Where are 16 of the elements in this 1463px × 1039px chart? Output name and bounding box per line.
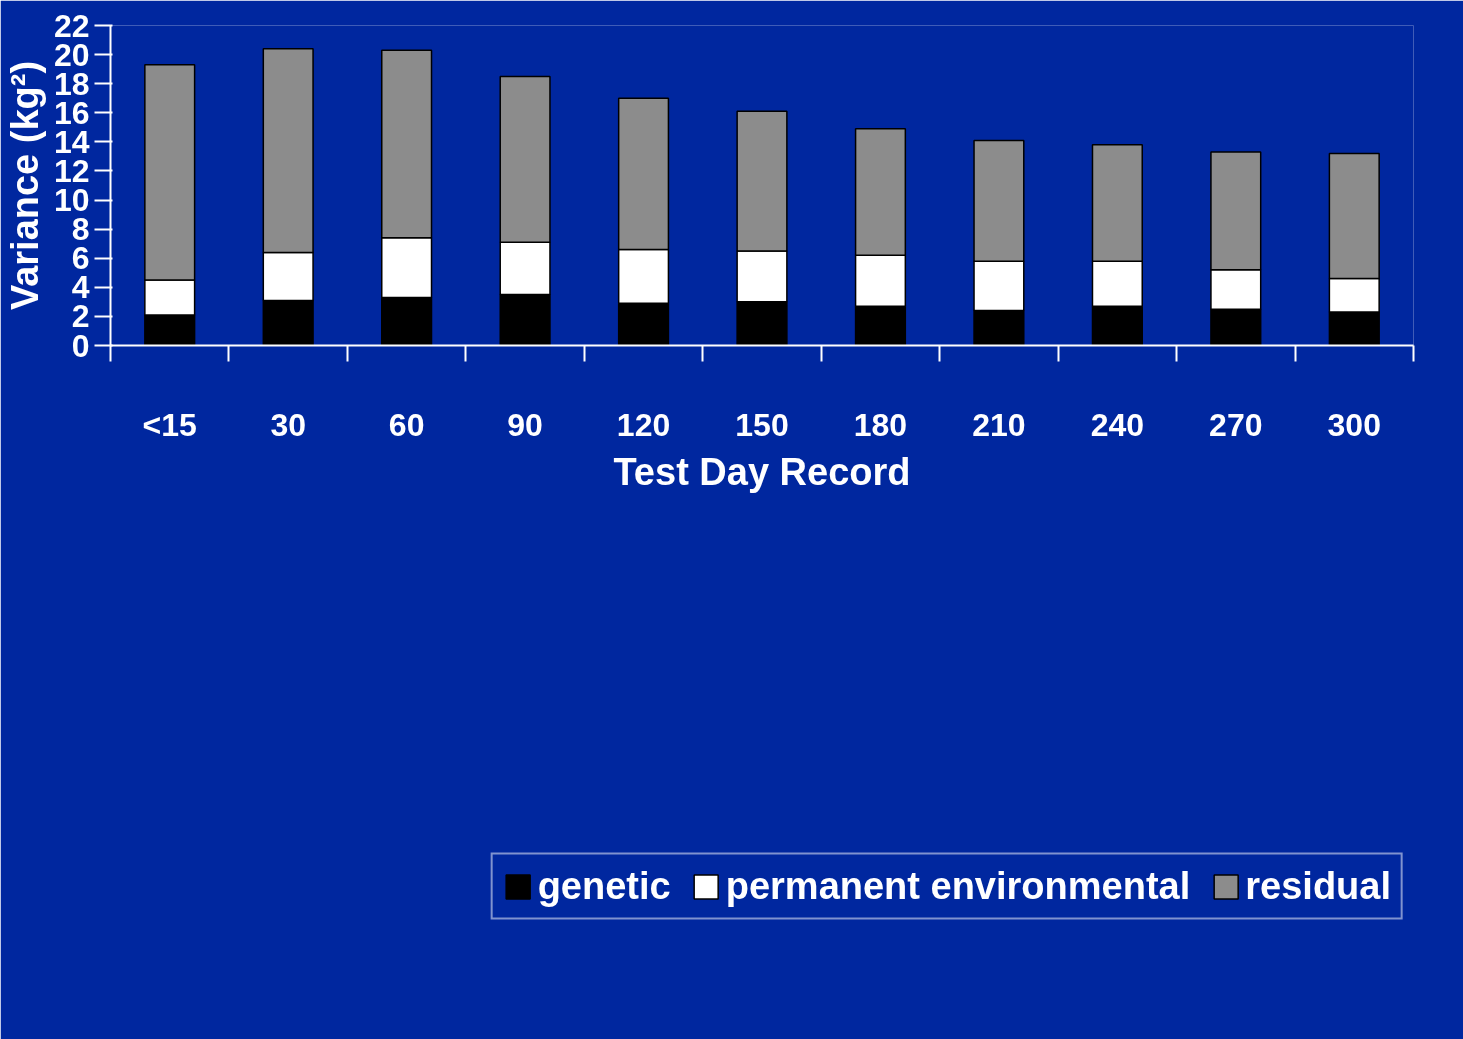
y-axis-title: Variance (kg²) <box>3 60 46 311</box>
x-tick-label: 60 <box>388 406 425 443</box>
x-tick-label: 120 <box>616 406 671 443</box>
x-tick-label: 90 <box>507 406 543 443</box>
x-tick-label: 180 <box>853 406 908 443</box>
x-tick-label: 270 <box>1209 406 1263 443</box>
legend-label: permanent environmental <box>725 864 1191 908</box>
legend-label: residual <box>1245 864 1391 908</box>
x-tick-label: <15 <box>142 406 197 443</box>
x-tick-label: 150 <box>735 406 789 443</box>
x-tick-label: 240 <box>1090 406 1145 443</box>
x-tick-label: 210 <box>972 406 1026 443</box>
x-tick-label: 300 <box>1327 406 1381 443</box>
legend-label: genetic <box>537 864 671 908</box>
x-axis-title: Test Day Record <box>613 450 911 493</box>
x-tick-label: 30 <box>270 406 306 443</box>
